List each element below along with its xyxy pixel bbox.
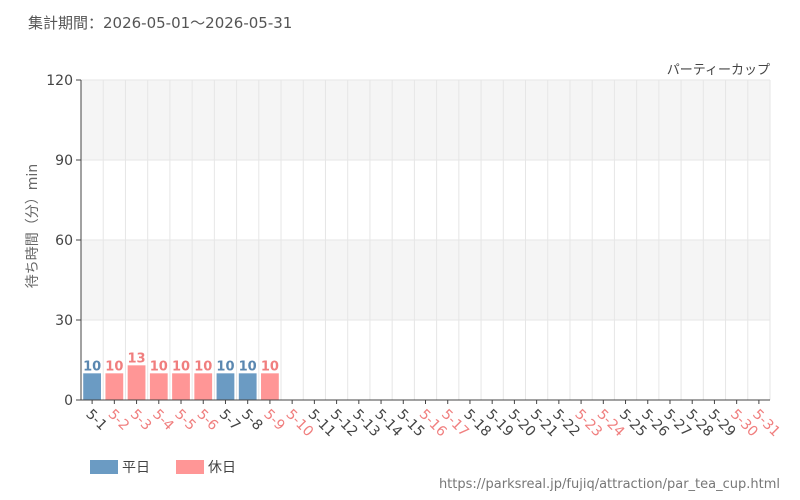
- y-axis-label: 待ち時間（分）min: [25, 164, 41, 288]
- data-label-5-4: 10: [150, 359, 168, 374]
- chart-bands: [81, 80, 770, 320]
- x-tick-label: 5-6: [194, 406, 222, 434]
- x-tick-label: 5-4: [149, 406, 177, 434]
- period-text: 集計期間：2026-05-01～2026-05-31: [28, 14, 292, 32]
- bar-5-2: [105, 373, 124, 400]
- bar-5-9: [261, 373, 279, 400]
- x-tick-labels: 5-15-25-35-45-55-65-75-85-95-105-115-125…: [82, 406, 783, 440]
- x-tick-label: 5-7: [216, 406, 243, 433]
- y-tick-label: 90: [55, 153, 73, 169]
- chart-bars: 10 10 13 10 10 10 10 10 10: [83, 351, 279, 400]
- legend-holiday-swatch: [176, 460, 204, 474]
- legend-holiday-label: 休日: [208, 460, 236, 476]
- chart-band: [81, 240, 770, 320]
- bar-5-3: [127, 365, 146, 400]
- x-tick-label: 5-1: [82, 406, 109, 433]
- bar-5-6: [194, 373, 213, 400]
- chart-title: パーティーカップ: [667, 63, 770, 78]
- y-tick-label: 120: [46, 73, 73, 89]
- bar-5-8: [238, 373, 257, 400]
- bar-5-1: [83, 373, 102, 400]
- legend: 平日 休日: [90, 460, 236, 476]
- x-tick-label: 5-5: [171, 406, 198, 433]
- chart-grid: [80, 79, 771, 401]
- y-tick-label: 0: [64, 393, 73, 409]
- x-tick-label: 5-8: [238, 406, 265, 433]
- data-label-5-1: 10: [83, 359, 101, 374]
- y-tick-labels: 0 30 60 90 120: [46, 73, 73, 409]
- y-tick-label: 60: [55, 233, 73, 249]
- data-label-5-5: 10: [172, 359, 190, 374]
- data-label-5-3: 13: [128, 351, 146, 366]
- legend-weekday-label: 平日: [122, 460, 150, 476]
- x-tick-label: 5-3: [127, 406, 154, 433]
- bar-5-5: [172, 373, 190, 400]
- data-label-5-9: 10: [261, 359, 279, 374]
- data-label-5-2: 10: [105, 359, 123, 374]
- bar-5-4: [149, 373, 168, 400]
- x-tick-label: 5-2: [105, 406, 132, 433]
- bar-5-7: [216, 373, 235, 400]
- source-url: https://parksreal.jp/fujiq/attraction/pa…: [439, 477, 780, 492]
- data-label-5-7: 10: [216, 359, 234, 374]
- x-tick-label: 5-9: [260, 406, 287, 433]
- legend-weekday-swatch: [90, 460, 118, 474]
- chart-axes: [76, 79, 770, 404]
- chart-band: [81, 80, 770, 160]
- y-tick-label: 30: [55, 313, 73, 329]
- data-label-5-8: 10: [239, 359, 257, 374]
- data-label-5-6: 10: [194, 359, 212, 374]
